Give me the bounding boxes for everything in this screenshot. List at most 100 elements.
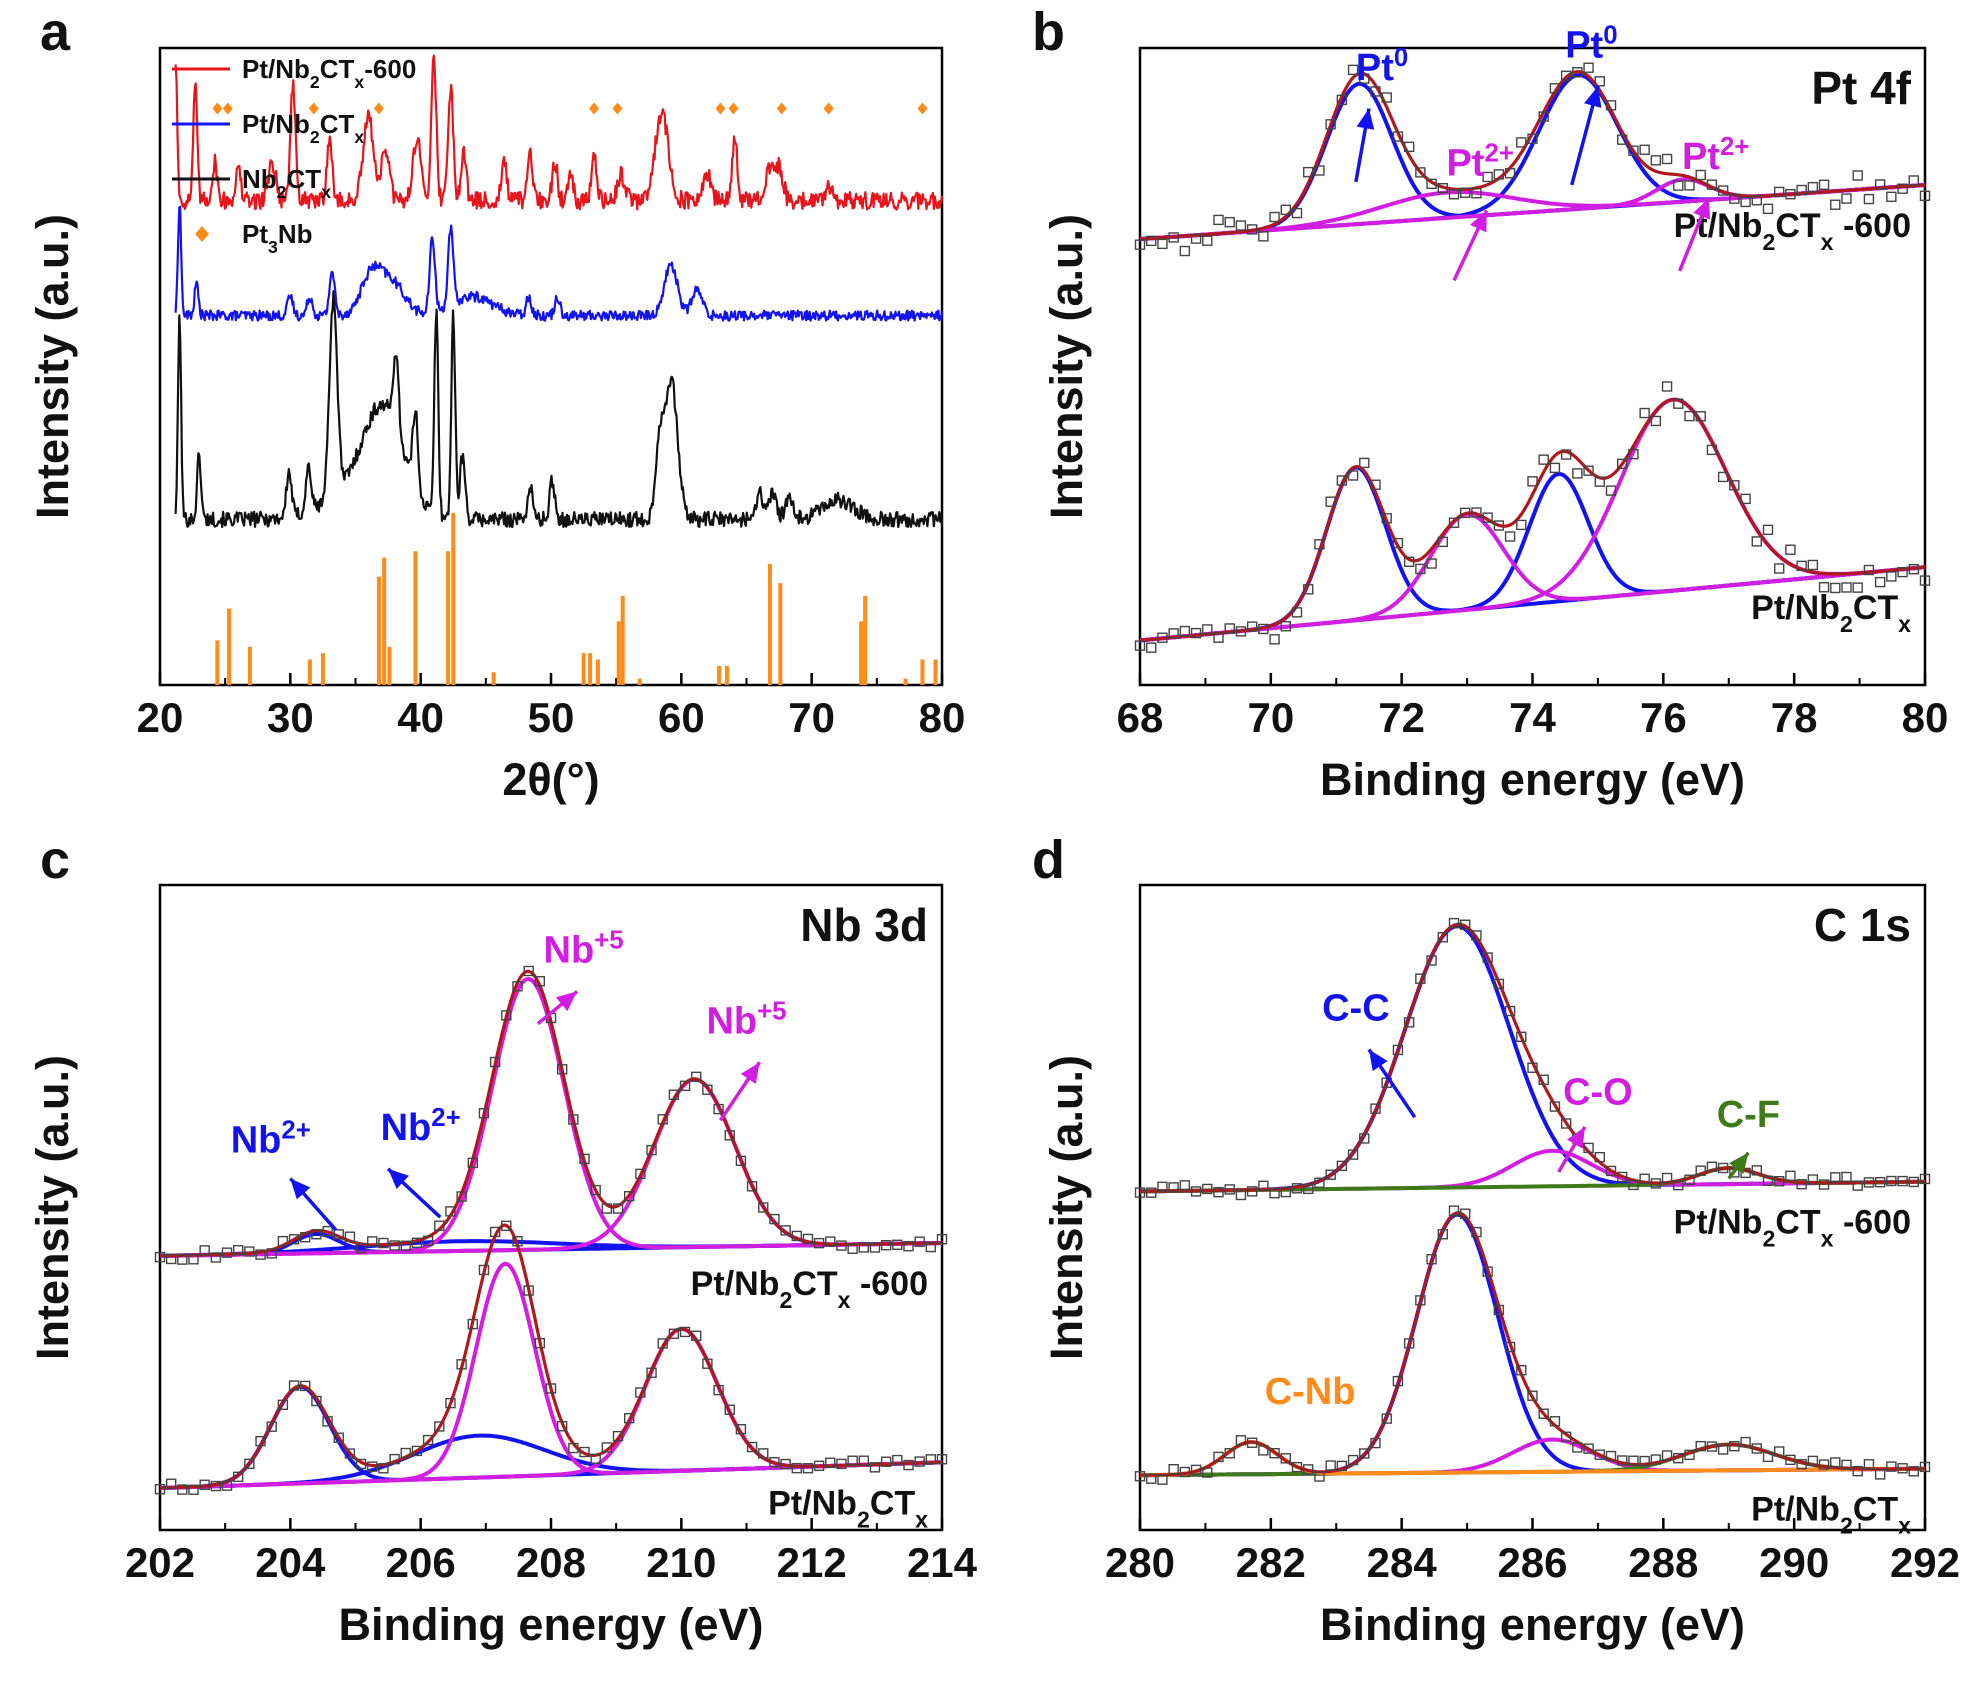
data-point: [1280, 621, 1291, 632]
data-point: [1684, 1174, 1695, 1185]
component-Nb2+: [159, 1384, 943, 1491]
data-point: [1919, 190, 1931, 202]
data-point: [1246, 1437, 1258, 1448]
annotation-arrow-head: [740, 1062, 760, 1084]
data-point: [1359, 73, 1370, 84]
peak-annotation: Pt0: [1565, 22, 1617, 67]
data-point: [1460, 919, 1471, 930]
data-point: [1269, 211, 1280, 223]
data-point: [1168, 1182, 1179, 1193]
reference-stick: [491, 672, 496, 685]
data-point: [635, 1387, 646, 1398]
data-point: [467, 1318, 478, 1330]
x-axis-label: Binding energy (eV): [338, 1599, 763, 1650]
data-point: [1426, 955, 1437, 966]
data-point: [1661, 153, 1673, 165]
data-point: [1650, 415, 1662, 427]
data-point: [1661, 381, 1673, 392]
data-point: [646, 1144, 657, 1156]
data-point: [1617, 1455, 1628, 1466]
peak-annotation-part: 2+: [1484, 139, 1513, 167]
data-point: [277, 1235, 289, 1247]
reference-stick: [387, 646, 392, 685]
data-point: [300, 1232, 311, 1243]
data-point: [1179, 625, 1191, 637]
data-point: [389, 1240, 400, 1251]
spectrum-title: C 1s: [1814, 899, 1911, 951]
sample-label-part: -600: [851, 1265, 929, 1303]
data-point: [1403, 141, 1415, 153]
data-point: [1258, 1180, 1269, 1192]
data-point: [1841, 193, 1852, 204]
sample-label: Pt/Nb2CTx -600: [691, 1265, 928, 1313]
data-point: [1516, 1365, 1527, 1376]
annotation-arrow-head: [555, 991, 578, 1012]
data-point: [1426, 178, 1437, 190]
data-point: [1460, 507, 1471, 519]
data-point: [1202, 1183, 1213, 1195]
data-point: [333, 1229, 344, 1240]
pt3nb-diamond-marker: [589, 102, 600, 115]
data-point: [1818, 179, 1830, 190]
reference-stick: [859, 621, 864, 685]
data-point: [1426, 1254, 1437, 1265]
annotation-arrow-head: [1729, 1152, 1749, 1175]
reference-stick: [933, 659, 938, 685]
data-point: [1863, 564, 1875, 576]
pt3nb-diamond-marker: [308, 102, 319, 115]
legend-label-part: -600: [364, 54, 416, 84]
sample-label-part: -600: [1834, 207, 1912, 245]
data-point: [1359, 457, 1370, 469]
data-point: [1852, 170, 1863, 181]
panel-b: b 68 70 72 74 76 78 80 Binding energy (eV) Intens…: [1032, 2, 1948, 805]
data-point: [624, 1412, 635, 1424]
data-point: [210, 1252, 222, 1263]
data-point: [635, 1168, 646, 1180]
data-point: [1830, 582, 1841, 594]
reference-stick: [320, 653, 325, 685]
peak-annotation-part: C-F: [1717, 1094, 1780, 1136]
panel-a: a 20 30 40 50 60 70 80 2θ(°) Intensity (a.u.) Pt/N…: [27, 2, 965, 805]
data-point: [199, 1245, 210, 1256]
legend-label-part: 3: [268, 237, 278, 257]
x-tick-label: 288: [1628, 1539, 1698, 1586]
data-point: [322, 1416, 333, 1427]
data-point: [1437, 932, 1448, 943]
component-C-C: [1140, 1212, 1925, 1478]
data-point: [478, 1108, 490, 1119]
data-point: [1370, 86, 1381, 97]
data-point: [1706, 179, 1718, 190]
sample-label-part: 2: [1840, 611, 1853, 637]
pt3nb-diamond-marker: [776, 102, 787, 115]
data-point: [1493, 1304, 1505, 1316]
data-point: [1448, 189, 1460, 200]
data-point: [1527, 1390, 1538, 1401]
data-point: [1190, 1186, 1202, 1197]
data-point: [1594, 1449, 1605, 1460]
sample-label-part: Pt/Nb: [768, 1484, 857, 1522]
data-point: [780, 1225, 791, 1236]
reference-stick: [920, 659, 925, 685]
data-point: [1269, 1187, 1280, 1199]
plot-frame: [158, 883, 944, 1532]
data-point: [1740, 1436, 1751, 1448]
data-point: [1437, 1229, 1448, 1240]
data-point: [411, 1237, 423, 1249]
legend-label-part: Nb: [278, 219, 313, 249]
data-point: [1717, 1162, 1729, 1174]
data-point: [769, 1213, 780, 1225]
data-point: [1157, 1474, 1168, 1485]
data-point: [1246, 224, 1258, 235]
sample-label-part: 2: [1762, 1226, 1775, 1252]
legend-label-part: x: [354, 127, 364, 147]
data-point: [691, 1071, 702, 1083]
data-point: [1381, 92, 1392, 103]
data-point: [1549, 83, 1561, 94]
data-point: [1471, 930, 1482, 941]
data-point: [1314, 1471, 1325, 1482]
pt3nb-diamond-marker: [373, 102, 384, 115]
data-point: [1807, 559, 1819, 571]
x-tick-label: 80: [1902, 694, 1949, 741]
data-point: [467, 1157, 478, 1169]
data-point: [1190, 233, 1202, 244]
